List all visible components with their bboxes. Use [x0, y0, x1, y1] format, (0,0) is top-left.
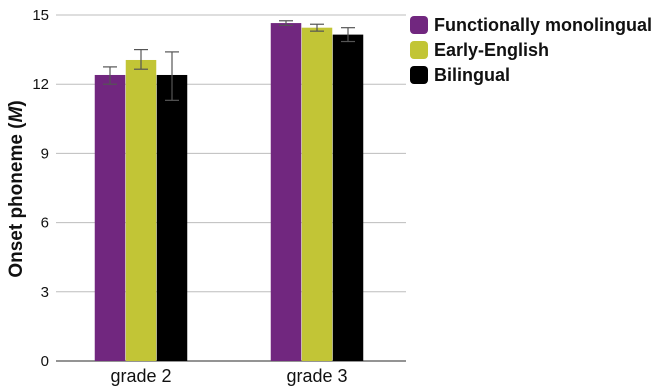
bar: [270, 23, 302, 361]
legend-label: Bilingual: [434, 65, 510, 85]
error-bars: [103, 20, 355, 101]
bar: [332, 34, 364, 362]
legend-label: Early-English: [434, 40, 549, 60]
x-tick-labels: grade 2 grade 3: [110, 366, 347, 386]
bars: [94, 23, 364, 362]
bar: [301, 27, 333, 361]
y-tick-label: 12: [32, 76, 49, 93]
legend: Functionally monolingual Early-English Bil…: [410, 15, 652, 85]
y-axis-title-main: Onset phoneme (: [6, 122, 27, 278]
x-tick-label: grade 3: [286, 366, 347, 386]
y-axis-title-italic: M: [6, 105, 27, 122]
y-tick-label: 9: [41, 145, 49, 162]
y-tick-label: 6: [41, 215, 49, 232]
bar: [125, 59, 157, 361]
y-tick-label: 15: [32, 7, 49, 24]
legend-label: Functionally monolingual: [434, 15, 652, 35]
legend-swatch: [410, 66, 428, 84]
y-tick-labels: 0 3 6 9 12 15: [32, 7, 49, 370]
y-tick-label: 3: [41, 284, 49, 301]
bar: [156, 74, 188, 362]
legend-swatch: [410, 16, 428, 34]
y-axis-title: Onset phoneme (M): [6, 100, 27, 277]
x-tick-label: grade 2: [110, 366, 171, 386]
bar: [94, 74, 126, 362]
legend-swatch: [410, 41, 428, 59]
y-tick-label: 0: [41, 353, 49, 370]
y-axis-title-close: ): [6, 100, 27, 106]
